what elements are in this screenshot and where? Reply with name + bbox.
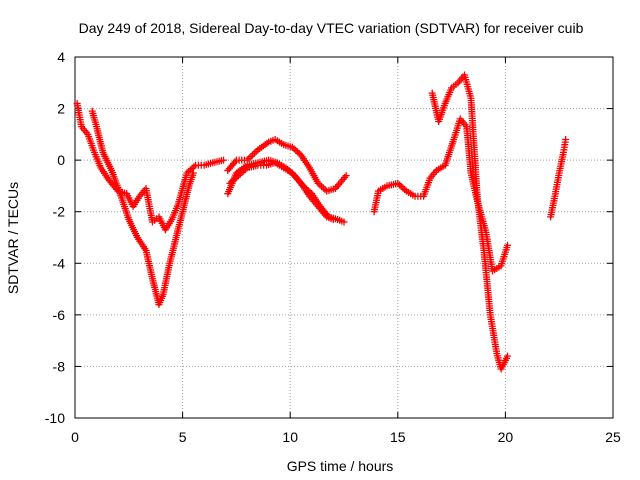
x-tick-label: 10 bbox=[282, 429, 298, 445]
data-point bbox=[329, 215, 337, 223]
series-4 bbox=[224, 136, 350, 195]
data-point bbox=[504, 241, 512, 249]
x-tick-label: 20 bbox=[498, 429, 514, 445]
x-tick-label: 15 bbox=[390, 429, 406, 445]
data-marker-dense bbox=[249, 151, 257, 159]
x-tick-label: 0 bbox=[71, 429, 79, 445]
grid-lines bbox=[75, 57, 613, 418]
x-tick-label: 5 bbox=[179, 429, 187, 445]
plot-frame bbox=[74, 56, 614, 419]
y-axis-ticks: -10 -8 -6 -4 -2 0 2 4 bbox=[45, 49, 613, 426]
y-tick-label: -4 bbox=[53, 255, 66, 271]
series-7 bbox=[428, 71, 512, 373]
y-tick-label: -2 bbox=[53, 204, 66, 220]
y-tick-label: 2 bbox=[57, 101, 65, 117]
y-tick-label: 4 bbox=[57, 49, 65, 65]
x-axis-label: GPS time / hours bbox=[287, 458, 394, 474]
data-marker-dense bbox=[250, 149, 258, 157]
series-6 bbox=[370, 115, 512, 275]
y-tick-label: -10 bbox=[45, 410, 65, 426]
y-tick-label: -8 bbox=[53, 358, 66, 374]
y-tick-label: 0 bbox=[57, 152, 65, 168]
x-tick-label: 25 bbox=[605, 429, 621, 445]
data-points bbox=[73, 71, 570, 373]
series-8 bbox=[547, 136, 570, 221]
chart-title: Day 249 of 2018, Sidereal Day-to-day VTE… bbox=[79, 20, 584, 36]
x-axis-ticks: 0 5 10 15 20 25 bbox=[71, 57, 621, 445]
data-point bbox=[340, 218, 348, 226]
series-5 bbox=[226, 159, 337, 223]
data-marker-dense bbox=[247, 153, 255, 161]
data-point bbox=[189, 169, 197, 177]
data-point bbox=[342, 172, 350, 180]
y-axis-label: SDTVAR / TECUs bbox=[5, 182, 21, 294]
data-point bbox=[219, 156, 227, 164]
series-2 bbox=[88, 107, 197, 309]
y-tick-label: -6 bbox=[53, 307, 66, 323]
data-point bbox=[504, 352, 512, 360]
data-point bbox=[562, 136, 570, 144]
